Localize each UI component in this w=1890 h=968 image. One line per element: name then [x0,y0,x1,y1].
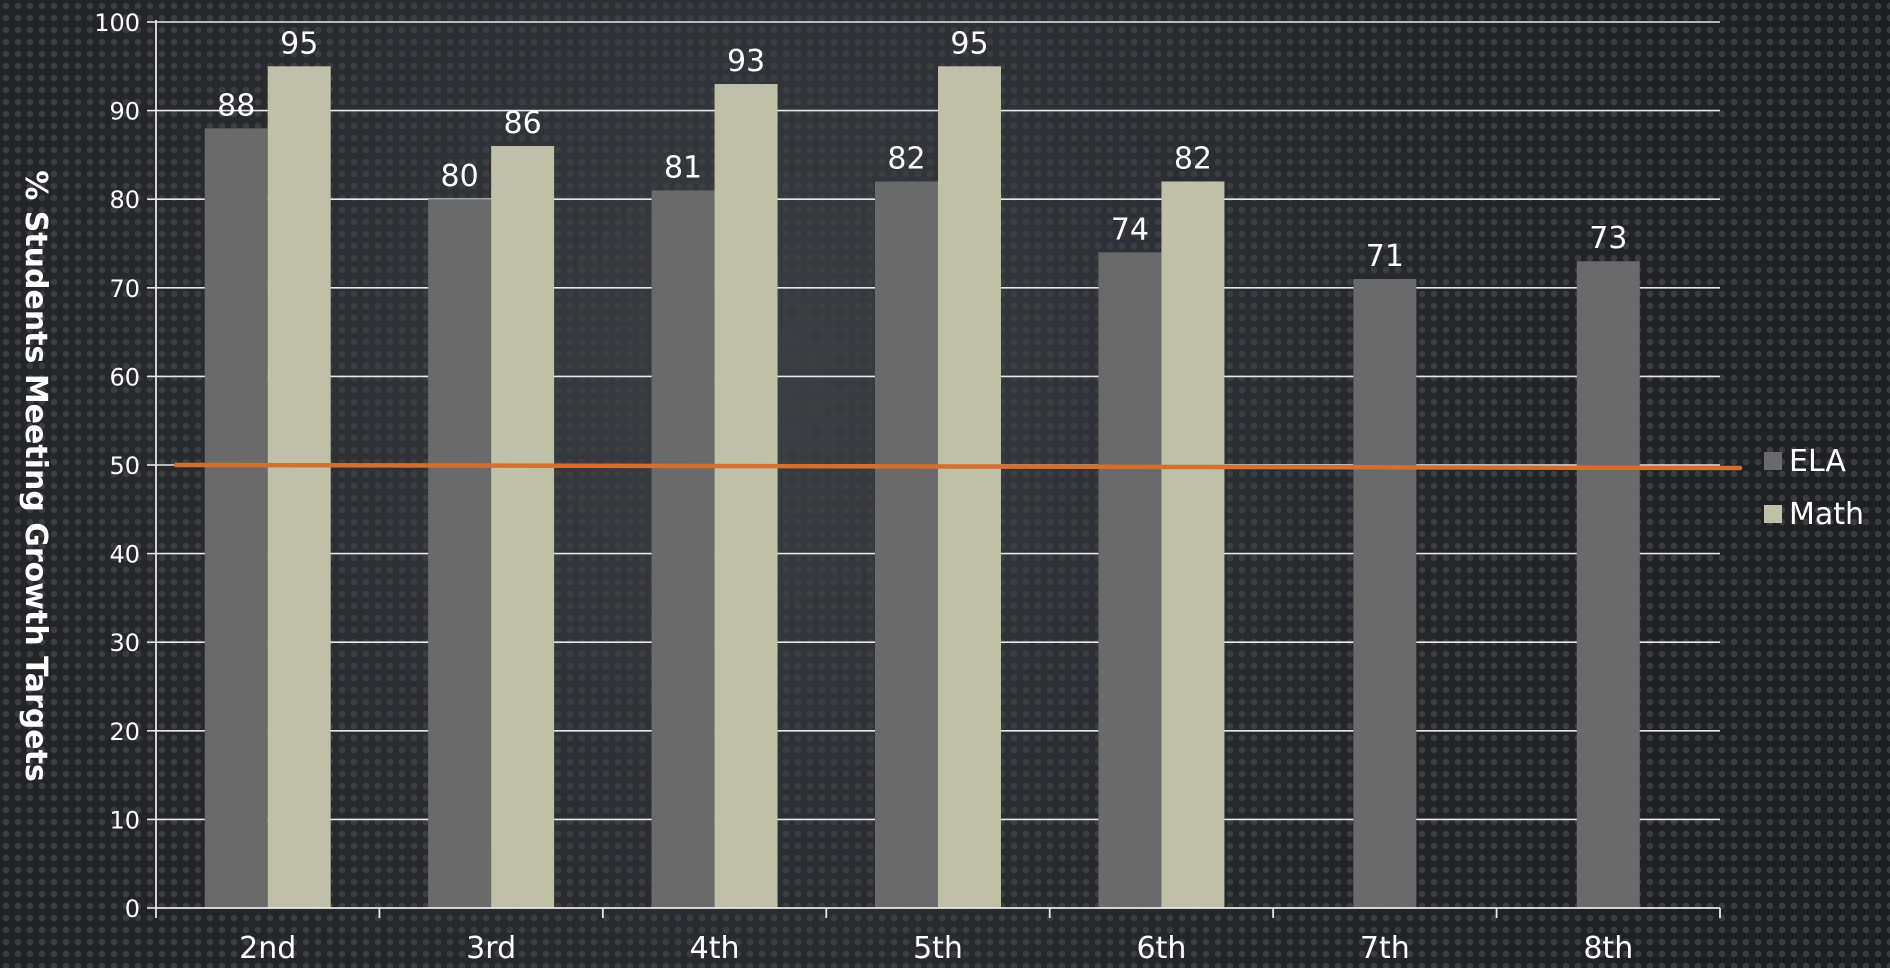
y-tick-label: 0 [125,895,140,923]
x-tick-label: 5th [913,931,963,966]
data-label: 93 [727,44,765,79]
reference-line-layer [173,462,1743,471]
x-tick-label: 4th [690,931,740,966]
data-label: 81 [664,150,702,185]
y-tick-label: 90 [109,98,140,126]
bar-math [491,146,555,909]
x-tick-label: 2nd [239,931,296,966]
y-tick-label: 40 [109,541,140,569]
legend: ELA Math [1764,444,1864,532]
legend-swatch [1764,452,1782,470]
y-tick-label: 80 [109,186,140,214]
axis-layer: 0 10 20 30 40 50 60 70 80 90 100 2nd 3rd 4th 5th 6th 7th… [94,9,1721,966]
target-line [173,462,1743,471]
y-tick-label: 60 [109,363,140,391]
bar-ela [428,199,492,908]
bars-layer [204,66,1640,909]
bar-ela [875,181,938,909]
x-tick-label: 6th [1136,931,1186,966]
y-tick-label: 10 [109,806,140,834]
y-tick-label: 100 [94,9,140,37]
data-label: 86 [504,106,542,141]
bar-ela [1353,278,1417,908]
bar-ela [1098,252,1162,909]
data-label: 95 [280,26,318,61]
legend-label: ELA [1789,444,1846,479]
x-tick-label: 3rd [466,931,516,966]
bar-math [267,66,331,909]
data-labels-layer: 88 80 81 82 74 71 73 95 86 93 95 82 [217,26,1627,274]
bar-math [714,84,778,908]
data-label: 73 [1589,221,1627,256]
bar-ela [651,190,715,909]
bar-ela [1576,261,1640,909]
bar-ela [204,128,268,908]
y-tick-label: 30 [109,629,140,657]
data-label: 80 [441,159,479,194]
data-label: 88 [217,88,255,123]
data-label: 74 [1111,212,1149,247]
legend-swatch [1764,505,1782,523]
data-label: 82 [887,141,925,176]
y-tick-label: 20 [109,718,140,746]
x-tick-label: 7th [1360,931,1410,966]
legend-label: Math [1789,497,1864,532]
data-label: 95 [950,26,988,61]
data-label: 82 [1174,141,1212,176]
x-tick-label: 8th [1583,931,1633,966]
bar-math [1161,181,1225,909]
y-axis-title: % Students Meeting Growth Targets [18,170,53,782]
y-tick-label: 50 [109,452,140,480]
y-tick-label: 70 [109,275,140,303]
data-label: 71 [1366,239,1404,274]
bar-math [938,66,1001,909]
